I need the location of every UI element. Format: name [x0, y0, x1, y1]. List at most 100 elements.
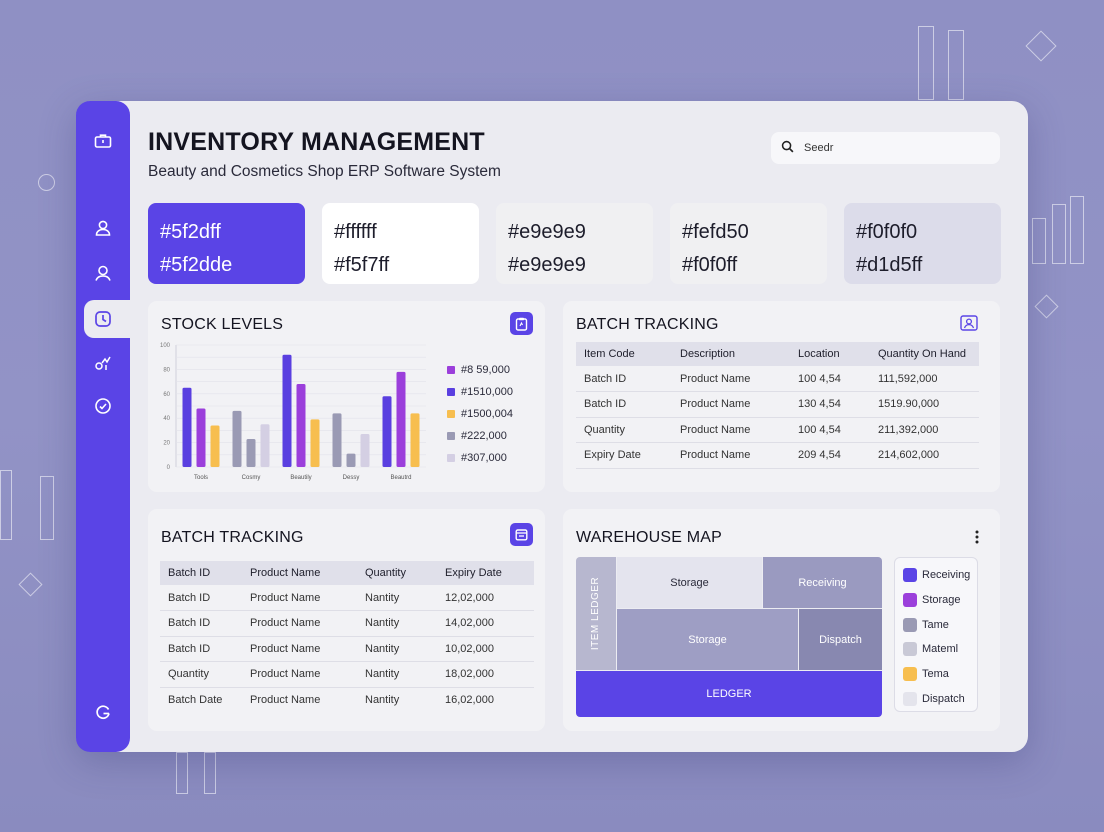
clock-icon[interactable]: [90, 306, 116, 332]
legend-label: #1500,004: [461, 408, 513, 420]
chart-bar[interactable]: [182, 387, 192, 467]
legend-label: #8 59,000: [461, 364, 510, 376]
swatch-line1: #ffffff: [334, 221, 377, 243]
search-bar[interactable]: [771, 132, 1000, 164]
table-row[interactable]: Batch ID Product Name Nantity 12,02,000: [160, 585, 534, 611]
batch-tracking-card-top: BATCH TRACKING Item Code Description Loc…: [563, 301, 1000, 492]
table-row[interactable]: Batch ID Product Name Nantity 14,02,000: [160, 610, 534, 637]
clipboard-icon[interactable]: [510, 312, 533, 335]
zone-dispatch[interactable]: Dispatch: [799, 609, 882, 670]
briefcase-icon[interactable]: [90, 128, 116, 154]
table-cell: Nantity: [357, 585, 437, 611]
circle-check-icon[interactable]: [90, 393, 116, 419]
table-cell: 16,02,000: [445, 694, 494, 706]
zone-storage-top[interactable]: Storage: [617, 557, 762, 608]
chart-bar[interactable]: [296, 384, 306, 467]
table-cell: 10,02,000: [437, 636, 534, 662]
swatch-line1: #e9e9e9: [508, 221, 586, 243]
table-cell: Product Name: [250, 694, 321, 706]
legend-swatch: [903, 692, 917, 706]
legend-item: #307,000: [447, 452, 507, 464]
search-input[interactable]: [804, 142, 974, 154]
table-cell: Batch Date: [168, 694, 223, 706]
column-header: Quantity: [357, 561, 437, 585]
chart-bar[interactable]: [360, 434, 370, 467]
legend-label: Receiving: [922, 569, 971, 581]
table-row[interactable]: Batch Date Product Name Nantity 16,02,00…: [160, 687, 534, 713]
analytics-icon[interactable]: [90, 350, 116, 376]
legend-swatch: [447, 454, 455, 462]
table-cell: Batch ID: [576, 391, 672, 418]
table-cell: 1519.90,000: [870, 391, 979, 418]
swatch-line2: #e9e9e9: [508, 254, 586, 276]
table-header-row: Batch ID Product Name Quantity Expiry Da…: [160, 561, 534, 585]
legend-item: #8 59,000: [447, 364, 510, 376]
decor-bar-outline: [0, 470, 12, 540]
table-row[interactable]: Quantity Product Name Nantity 18,02,000: [160, 661, 534, 688]
zone-ledger[interactable]: LEDGER: [576, 671, 882, 717]
chart-bar[interactable]: [282, 354, 292, 467]
table-cell: Product Name: [242, 636, 357, 662]
batch-table-bottom: Batch ID Product Name Quantity Expiry Da…: [160, 561, 534, 713]
chart-bar[interactable]: [260, 424, 270, 467]
warehouse-map: ITEM LEDGER Storage Receiving Storage Di…: [576, 557, 882, 717]
page-title: INVENTORY MANAGEMENT: [148, 128, 485, 156]
swatch-line1: #5f2dff: [160, 221, 221, 243]
chart-bar[interactable]: [346, 453, 356, 467]
table-row[interactable]: Batch ID Product Name 130 4,54 1519.90,0…: [576, 391, 979, 418]
chart-bar[interactable]: [196, 408, 206, 467]
table-cell: Batch ID: [160, 610, 242, 637]
decor-bar-outline: [176, 752, 188, 794]
color-swatch: #e9e9e9 #e9e9e9: [496, 203, 653, 284]
table-cell: Batch ID: [160, 585, 242, 611]
user-badge-icon[interactable]: [959, 313, 979, 333]
table-row[interactable]: Expiry Date Product Name 209 4,54 214,60…: [576, 442, 979, 469]
table-cell: Product Name: [242, 610, 357, 637]
chart-bar[interactable]: [232, 410, 242, 467]
table-cell: 18,02,000: [437, 661, 534, 688]
table-cell: Nantity: [365, 694, 400, 706]
x-tick-label: Beautily: [290, 475, 311, 481]
column-header: Item Code: [576, 342, 672, 366]
table-cell: Nantity: [357, 661, 437, 688]
more-vertical-icon[interactable]: [973, 529, 981, 545]
chart-bar[interactable]: [396, 371, 406, 467]
decor-bar-outline: [204, 752, 216, 794]
x-tick-label: Cosmy: [242, 475, 261, 481]
decor-bar-outline: [1052, 204, 1066, 264]
sidebar: [76, 101, 130, 752]
column-header: Expiry Date: [437, 561, 534, 585]
table-cell: 111,592,000: [870, 366, 979, 392]
column-header: Product Name: [242, 561, 357, 585]
user-icon[interactable]: [90, 215, 116, 241]
legend-swatch: [447, 432, 455, 440]
zone-item-ledger[interactable]: ITEM LEDGER: [576, 557, 616, 670]
column-header: Location: [790, 342, 870, 366]
chart-bar[interactable]: [332, 413, 342, 467]
sidebar-active-indicator: [84, 300, 130, 338]
calendar-icon[interactable]: [510, 523, 533, 546]
table-row[interactable]: Batch ID Product Name Nantity 10,02,000: [160, 636, 534, 662]
table-row[interactable]: Quantity Product Name 100 4,54 211,392,0…: [576, 417, 979, 443]
table-cell: 211,392,000: [870, 417, 979, 443]
column-header: Description: [672, 342, 790, 366]
zone-storage-mid[interactable]: Storage: [617, 609, 798, 670]
legend-item: Storage: [903, 593, 961, 607]
user-circle-icon[interactable]: [90, 260, 116, 286]
swatch-line1: #f0f0f0: [856, 221, 918, 243]
card-title: WAREHOUSE MAP: [576, 529, 723, 546]
chart-bar[interactable]: [210, 425, 220, 467]
chart-bar[interactable]: [410, 413, 420, 467]
chart-bar[interactable]: [382, 396, 392, 467]
chart-bar[interactable]: [246, 438, 256, 467]
zone-receiving[interactable]: Receiving: [763, 557, 882, 608]
search-icon: [781, 140, 794, 156]
table-row[interactable]: Batch ID Product Name 100 4,54 111,592,0…: [576, 366, 979, 392]
legend-swatch: [447, 410, 455, 418]
swatch-line2: #f0f0ff: [682, 254, 738, 276]
chart-bar[interactable]: [310, 419, 320, 467]
settings-icon[interactable]: [90, 699, 116, 725]
legend-item: #1510,000: [447, 386, 513, 398]
decor-circle: [38, 174, 55, 191]
app-window: INVENTORY MANAGEMENT Beauty and Cosmetic…: [76, 101, 1028, 752]
